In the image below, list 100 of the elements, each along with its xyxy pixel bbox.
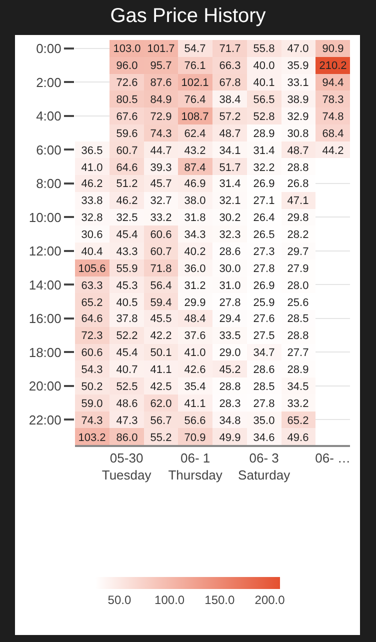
data-label: 42.2	[150, 330, 172, 342]
data-label: 41.0	[81, 162, 103, 174]
data-label: 36.0	[184, 262, 206, 275]
data-label: 67.6	[116, 110, 138, 123]
y-tick-label: 6:00	[36, 142, 62, 158]
data-label: 51.2	[116, 178, 138, 190]
data-label: 40.5	[116, 296, 138, 309]
data-label: 34.8	[219, 414, 241, 427]
y-tick-label: 0:00	[36, 40, 62, 56]
data-label: 46.9	[184, 178, 206, 190]
data-label: 45.3	[116, 280, 138, 292]
data-label: 86.0	[116, 432, 138, 444]
data-label: 42.5	[150, 380, 172, 393]
data-label: 62.0	[150, 398, 172, 410]
data-label: 33.1	[287, 76, 309, 89]
data-label: 62.4	[184, 128, 206, 140]
data-label: 95.7	[150, 60, 172, 72]
data-label: 48.7	[287, 144, 309, 157]
data-label: 64.6	[81, 312, 103, 325]
data-label: 28.5	[287, 312, 309, 325]
data-label: 26.4	[253, 212, 275, 224]
data-label: 48.4	[184, 312, 206, 325]
data-label: 32.8	[81, 212, 103, 224]
data-label: 87.4	[184, 162, 206, 174]
data-label: 108.7	[181, 110, 209, 123]
data-label: 52.2	[116, 330, 138, 342]
y-tick-label: 4:00	[36, 108, 62, 124]
data-label: 45.7	[150, 178, 172, 190]
data-label: 72.9	[150, 110, 172, 123]
data-label: 41.1	[150, 364, 172, 376]
data-label: 29.7	[287, 246, 309, 258]
y-tick-label: 20:00	[28, 378, 62, 394]
data-label: 56.4	[150, 280, 172, 292]
data-label: 87.6	[150, 76, 172, 89]
data-label: 101.7	[147, 42, 175, 55]
data-label: 27.5	[253, 330, 275, 342]
data-label: 63.3	[81, 280, 103, 292]
data-label: 40.2	[184, 246, 206, 258]
data-label: 25.6	[287, 296, 309, 309]
data-label: 74.3	[150, 128, 172, 140]
data-label: 76.1	[184, 60, 206, 72]
data-label: 39.3	[150, 162, 172, 174]
data-label: 29.0	[219, 346, 241, 359]
data-label: 57.2	[219, 110, 241, 123]
x-tick-label: 05-30 Tuesday	[102, 450, 152, 482]
color-bar-label: 200.0	[254, 592, 286, 607]
data-label: 46.2	[81, 178, 103, 190]
data-label: 48.7	[219, 128, 241, 140]
y-tick-label: 2:00	[36, 74, 62, 90]
data-label: 28.6	[253, 364, 275, 376]
data-label: 34.7	[253, 346, 275, 359]
data-label: 35.4	[184, 380, 206, 393]
data-label: 38.4	[219, 94, 241, 106]
data-label: 103.2	[78, 432, 106, 444]
data-label: 31.4	[253, 144, 275, 157]
data-label: 28.9	[253, 128, 275, 140]
data-label: 71.8	[150, 262, 172, 275]
data-label: 47.1	[287, 194, 309, 207]
data-label: 28.9	[287, 364, 309, 376]
data-label: 66.3	[219, 60, 241, 72]
data-label: 68.4	[322, 128, 344, 140]
data-label: 103.0	[113, 42, 141, 55]
data-label: 60.7	[116, 144, 138, 157]
y-tick-label: 12:00	[28, 243, 62, 258]
data-label: 32.3	[219, 228, 241, 241]
data-label: 28.3	[219, 398, 241, 410]
data-label: 74.3	[81, 414, 103, 427]
data-label: 40.4	[81, 246, 103, 258]
data-label: 28.6	[219, 246, 241, 258]
data-label: 40.7	[116, 364, 138, 376]
data-label: 28.8	[287, 162, 309, 174]
data-label: 29.8	[287, 212, 309, 224]
data-label: 27.8	[253, 398, 275, 410]
data-label: 26.9	[253, 178, 275, 190]
data-label: 31.2	[184, 280, 206, 292]
data-label: 55.2	[150, 432, 172, 444]
data-label: 27.1	[253, 194, 275, 207]
data-label: 44.2	[322, 144, 344, 157]
data-label: 65.2	[81, 296, 103, 309]
data-label: 37.6	[184, 330, 206, 342]
data-label: 48.6	[116, 398, 138, 410]
x-tick-label: 06- 1 Thursday	[168, 450, 223, 482]
data-label: 38.9	[287, 94, 309, 106]
data-label: 26.9	[253, 280, 275, 292]
data-label: 55.9	[116, 262, 138, 275]
data-label: 26.5	[253, 228, 275, 241]
data-label: 55.8	[253, 42, 275, 55]
data-label: 74.8	[322, 110, 344, 123]
data-label: 31.8	[184, 212, 206, 224]
data-label: 35.0	[253, 414, 275, 427]
data-label: 46.2	[116, 194, 138, 207]
data-label: 35.9	[287, 60, 309, 72]
data-label: 26.8	[287, 178, 309, 190]
data-label: 28.5	[253, 380, 275, 393]
data-label: 72.3	[81, 330, 103, 342]
data-label: 29.9	[184, 296, 206, 309]
data-label: 44.7	[150, 144, 172, 157]
y-tick-label: 16:00	[28, 310, 62, 326]
data-label: 45.5	[150, 312, 172, 325]
data-label: 38.0	[184, 194, 206, 207]
